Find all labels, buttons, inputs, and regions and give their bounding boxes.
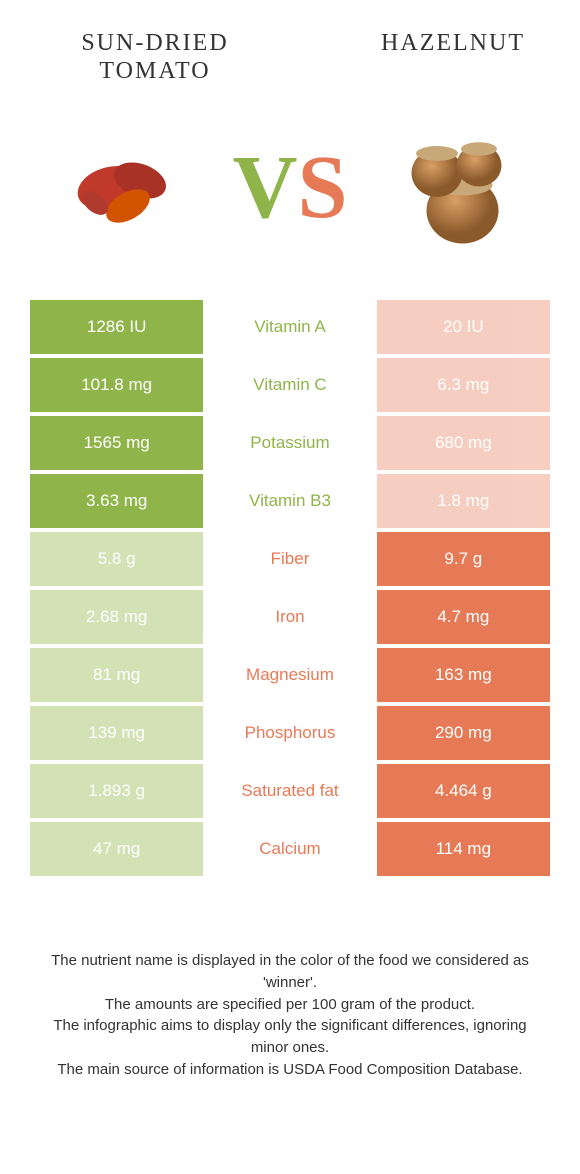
table-row: 81 mgMagnesium163 mg	[30, 648, 550, 702]
hazelnut-icon	[380, 113, 530, 263]
table-row: 101.8 mgVitamin C6.3 mg	[30, 358, 550, 412]
footer-notes: The nutrient name is displayed in the co…	[30, 880, 550, 1081]
table-row: 5.8 gFiber9.7 g	[30, 532, 550, 586]
value-left: 101.8 mg	[30, 358, 203, 412]
value-right: 4.464 g	[377, 764, 550, 818]
nutrient-label: Fiber	[203, 532, 376, 586]
value-right: 6.3 mg	[377, 358, 550, 412]
sun-dried-tomato-icon	[50, 113, 200, 263]
vs-v: V	[232, 143, 297, 233]
header: Sun-dried tomato Hazelnut	[30, 20, 550, 100]
nutrient-label: Potassium	[203, 416, 376, 470]
value-left: 2.68 mg	[30, 590, 203, 644]
vs-label: VS	[232, 143, 347, 233]
value-right: 4.7 mg	[377, 590, 550, 644]
value-left: 139 mg	[30, 706, 203, 760]
table-row: 1286 IUVitamin A20 IU	[30, 300, 550, 354]
value-left: 47 mg	[30, 822, 203, 876]
nutrient-label: Vitamin A	[203, 300, 376, 354]
footer-line-2: The amounts are specified per 100 gram o…	[50, 994, 530, 1016]
nutrient-label: Vitamin B3	[203, 474, 376, 528]
nutrient-label: Magnesium	[203, 648, 376, 702]
value-left: 1286 IU	[30, 300, 203, 354]
table-row: 47 mgCalcium114 mg	[30, 822, 550, 876]
table-row: 2.68 mgIron4.7 mg	[30, 590, 550, 644]
value-right: 290 mg	[377, 706, 550, 760]
value-right: 680 mg	[377, 416, 550, 470]
value-right: 163 mg	[377, 648, 550, 702]
nutrient-label: Saturated fat	[203, 764, 376, 818]
value-left: 1565 mg	[30, 416, 203, 470]
footer-line-1: The nutrient name is displayed in the co…	[50, 950, 530, 994]
nutrient-label: Phosphorus	[203, 706, 376, 760]
vs-s: S	[297, 143, 347, 233]
table-row: 1565 mgPotassium680 mg	[30, 416, 550, 470]
footer-line-3: The infographic aims to display only the…	[50, 1015, 530, 1059]
nutrient-label: Iron	[203, 590, 376, 644]
food-image-left	[45, 108, 205, 268]
value-left: 81 mg	[30, 648, 203, 702]
nutrient-label: Calcium	[203, 822, 376, 876]
value-right: 114 mg	[377, 822, 550, 876]
infographic: Sun-dried tomato Hazelnut VS	[0, 0, 580, 1101]
food-title-left: Sun-dried tomato	[55, 30, 255, 85]
hero-row: VS	[30, 100, 550, 300]
footer-line-4: The main source of information is USDA F…	[50, 1059, 530, 1081]
food-image-right	[375, 108, 535, 268]
comparison-table: 1286 IUVitamin A20 IU101.8 mgVitamin C6.…	[30, 300, 550, 876]
value-left: 3.63 mg	[30, 474, 203, 528]
table-row: 139 mgPhosphorus290 mg	[30, 706, 550, 760]
value-right: 9.7 g	[377, 532, 550, 586]
value-right: 1.8 mg	[377, 474, 550, 528]
value-right: 20 IU	[377, 300, 550, 354]
value-left: 1.893 g	[30, 764, 203, 818]
value-left: 5.8 g	[30, 532, 203, 586]
table-row: 3.63 mgVitamin B31.8 mg	[30, 474, 550, 528]
nutrient-label: Vitamin C	[203, 358, 376, 412]
table-row: 1.893 gSaturated fat4.464 g	[30, 764, 550, 818]
food-title-right: Hazelnut	[325, 30, 525, 85]
